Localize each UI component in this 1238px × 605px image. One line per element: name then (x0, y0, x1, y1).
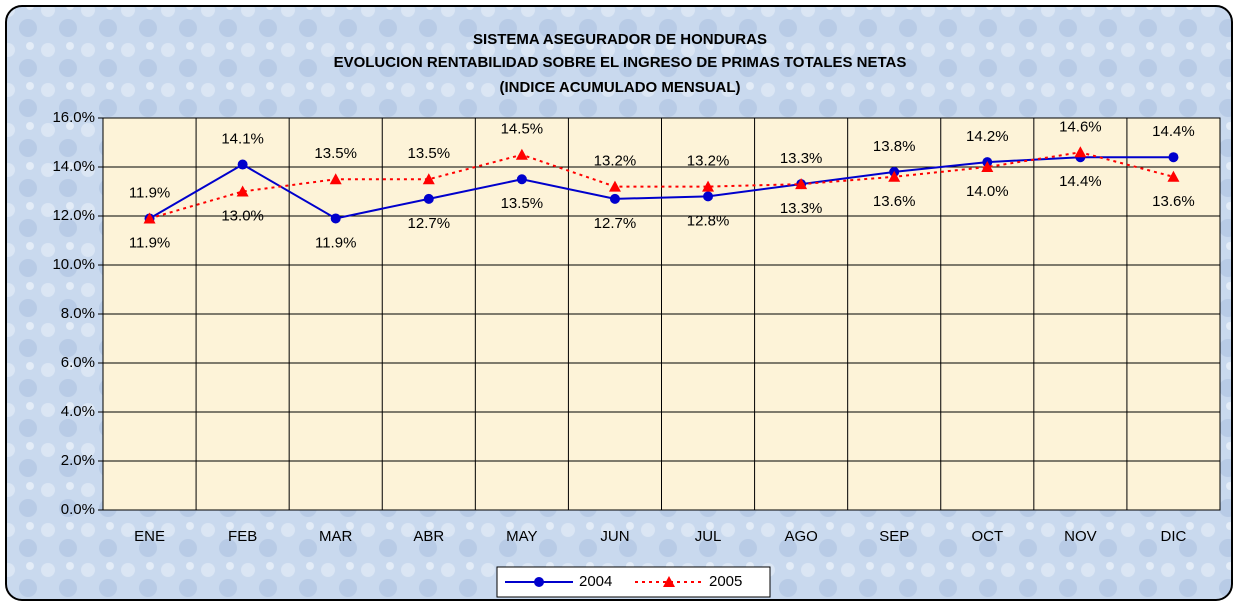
data-label: 14.5% (501, 121, 544, 138)
legend-label: 2005 (709, 573, 742, 590)
data-label: 14.4% (1059, 173, 1102, 190)
x-tick-label: ENE (134, 528, 165, 545)
point (1168, 152, 1179, 163)
data-label: 14.0% (966, 183, 1009, 200)
x-tick-label: FEB (228, 528, 257, 545)
point (795, 178, 808, 190)
data-label: 13.5% (314, 145, 357, 162)
y-tick-label: 12.0% (52, 207, 95, 224)
point (237, 159, 248, 170)
data-label: 12.8% (687, 212, 730, 229)
y-tick-label: 2.0% (61, 452, 95, 469)
point (422, 173, 435, 185)
chart-title: SISTEMA ASEGURADOR DE HONDURAS (473, 31, 767, 48)
x-tick-label: AGO (784, 528, 817, 545)
x-tick-label: MAY (506, 528, 537, 545)
data-label: 13.5% (408, 145, 451, 162)
data-label: 13.5% (501, 195, 544, 212)
legend-marker (534, 577, 544, 587)
data-label: 13.2% (594, 153, 637, 170)
data-label: 11.9% (315, 234, 356, 251)
y-tick-label: 0.0% (61, 501, 95, 518)
x-tick-label: JUL (695, 528, 722, 545)
x-tick-label: DIC (1161, 528, 1187, 545)
point (423, 193, 434, 204)
point (329, 173, 342, 185)
point (516, 174, 527, 185)
point (609, 193, 620, 204)
point (515, 148, 528, 160)
x-tick-label: JUN (600, 528, 629, 545)
data-label: 13.3% (780, 200, 823, 217)
y-tick-label: 4.0% (61, 403, 95, 420)
x-tick-label: NOV (1064, 528, 1097, 545)
series-line (149, 156, 1174, 220)
y-tick-label: 10.0% (52, 256, 95, 273)
x-tick-label: OCT (971, 528, 1003, 545)
point (702, 180, 715, 192)
x-tick-label: ABR (413, 528, 444, 545)
data-label: 13.8% (873, 138, 916, 155)
data-label: 14.1% (221, 131, 264, 148)
x-tick-label: MAR (319, 528, 353, 545)
point (1167, 170, 1180, 182)
chart-title: (INDICE ACUMULADO MENSUAL) (499, 79, 740, 96)
point (703, 191, 714, 202)
legend-label: 2004 (579, 573, 612, 590)
y-tick-label: 6.0% (61, 354, 95, 371)
legend-marker (663, 576, 675, 587)
x-tick-label: SEP (879, 528, 909, 545)
series-line (149, 151, 1174, 220)
data-label: 13.0% (221, 207, 264, 224)
point (981, 161, 994, 172)
point (888, 170, 901, 182)
data-label: 11.9% (129, 234, 170, 251)
data-label: 11.9% (129, 184, 170, 201)
data-label: 13.3% (780, 150, 823, 167)
data-label: 14.4% (1152, 123, 1195, 140)
data-label: 14.6% (1059, 118, 1102, 135)
data-label: 13.6% (1152, 193, 1195, 210)
point (236, 185, 249, 197)
point (143, 212, 156, 224)
data-label: 14.2% (966, 128, 1009, 145)
point (608, 180, 621, 192)
data-label: 13.2% (687, 153, 730, 170)
point (330, 213, 341, 224)
chart-title: EVOLUCION RENTABILIDAD SOBRE EL INGRESO … (334, 54, 907, 71)
data-label: 12.7% (594, 215, 637, 232)
y-tick-label: 14.0% (52, 158, 95, 175)
data-label: 12.7% (408, 215, 451, 232)
point (1074, 146, 1087, 158)
y-tick-label: 16.0% (52, 109, 95, 126)
y-tick-label: 8.0% (61, 305, 95, 322)
data-label: 13.6% (873, 193, 916, 210)
